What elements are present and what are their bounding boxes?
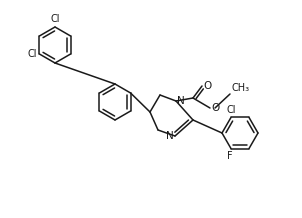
Text: N: N [177, 96, 185, 106]
Text: O: O [203, 81, 211, 91]
Text: Cl: Cl [28, 49, 37, 59]
Text: Cl: Cl [226, 106, 236, 115]
Text: F: F [227, 151, 233, 161]
Text: CH₃: CH₃ [231, 83, 249, 93]
Text: O: O [211, 103, 219, 113]
Text: N: N [166, 131, 174, 141]
Text: Cl: Cl [50, 15, 60, 24]
